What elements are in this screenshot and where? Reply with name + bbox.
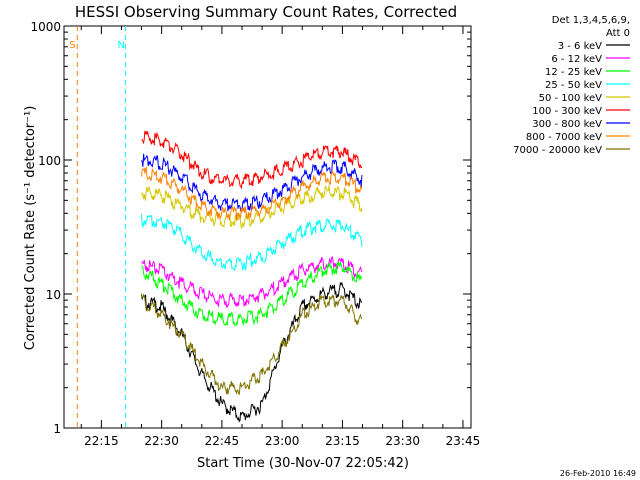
legend-label: 3 - 6 keV [558,41,602,52]
x-tick-label: 23:30 [385,434,420,448]
y-tick-label: 1 [53,422,61,436]
marker-label: N [117,40,124,51]
series-line [141,153,363,213]
legend-label: 25 - 50 keV [545,80,602,91]
legend: Det 1,3,4,5,6,9, Att 0 3 - 6 keV 6 - 12 k… [513,15,630,156]
x-tick-label: 22:30 [144,434,179,448]
marker-label: S [69,40,75,51]
series-line [141,255,363,308]
legend-label: 300 - 800 keV [532,119,602,130]
plot-frame [63,25,472,429]
x-tick-label: 23:00 [265,434,300,448]
series-line [141,166,363,221]
series-line [141,293,363,396]
plot-area: 1 10 100 1000 22:15 22:30 22:45 23:00 23:15 23:30… [30,20,480,448]
timestamp: 26-Feb-2010 16:49 [560,469,636,478]
x-axis-label: Start Time (30-Nov-07 22:05:42) [197,456,409,471]
legend-label: 800 - 7000 keV [526,132,602,143]
x-tick-label: 22:45 [205,434,240,448]
series-line [141,130,363,190]
series-line [141,213,363,272]
y-tick-label: 10 [46,288,61,302]
legend-label: 50 - 100 keV [539,93,603,104]
y-axis-label: Corrected Count Rate (s⁻¹ detector⁻¹) [23,106,38,351]
legend-label: 100 - 300 keV [532,106,602,117]
y-tick-label: 1000 [30,20,61,34]
chart-title: HESSI Observing Summary Count Rates, Cor… [75,3,457,21]
legend-title-2: Att 0 [606,28,630,39]
x-tick-label: 23:15 [325,434,360,448]
y-tick-label: 100 [38,154,61,168]
legend-label: 12 - 25 keV [545,67,602,78]
x-tick-label: 22:15 [84,434,119,448]
x-tick-label: 23:45 [446,434,481,448]
series-line [141,185,363,230]
series-line [141,260,363,327]
legend-title-1: Det 1,3,4,5,6,9, [552,15,630,26]
legend-label: 6 - 12 keV [551,54,602,65]
series-line [141,281,363,423]
legend-label: 7000 - 20000 keV [513,145,602,156]
